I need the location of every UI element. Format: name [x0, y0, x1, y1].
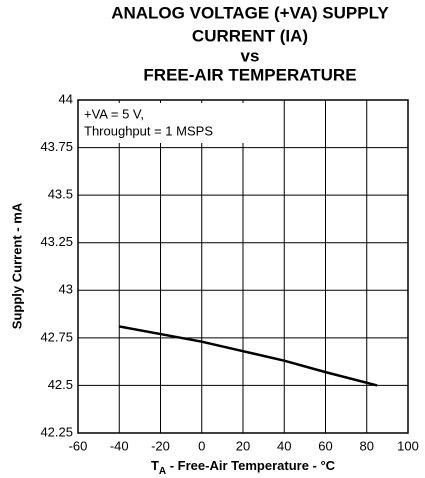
y-tick-label: 42.25 [40, 424, 73, 439]
annotation-box [81, 103, 269, 143]
x-axis-label-part: - Free-Air Temperature - °C [166, 458, 336, 473]
y-axis-label: Supply Current - mA [9, 202, 24, 329]
x-tick-label: -40 [110, 438, 129, 453]
x-tick-label: 20 [236, 438, 250, 453]
chart-title: ANALOG VOLTAGE (+VA) SUPPLY [111, 3, 389, 22]
annotation: +VA = 5 V, [84, 106, 144, 121]
x-axis-label: TA - Free-Air Temperature - °C [151, 458, 336, 476]
x-tick-label: -60 [69, 438, 88, 453]
y-tick-label: 42.75 [40, 329, 73, 344]
x-tick-label: 60 [318, 438, 332, 453]
x-tick-label: 80 [360, 438, 374, 453]
plot-border [77, 99, 409, 434]
x-axis-label-sub: A [159, 466, 166, 477]
y-tick-label: 44 [59, 91, 73, 106]
y-tick-label: 43.5 [48, 187, 73, 202]
x-tick-label: 100 [397, 438, 419, 453]
x-tick-label: 0 [198, 438, 205, 453]
x-axis-label-part: T [151, 458, 159, 473]
x-tick-label: 40 [277, 438, 291, 453]
y-tick-label: 43.75 [40, 139, 73, 154]
chart-title: CURRENT (IA) [192, 26, 308, 45]
chart-title: FREE-AIR TEMPERATURE [143, 65, 356, 84]
y-tick-label: 43.25 [40, 234, 73, 249]
chart-title: vs [241, 46, 260, 65]
y-tick-label: 42.5 [48, 377, 73, 392]
data-line [119, 325, 378, 387]
y-tick-label: 43 [59, 282, 73, 297]
x-tick-label: -20 [151, 438, 170, 453]
annotation: Throughput = 1 MSPS [84, 123, 213, 138]
